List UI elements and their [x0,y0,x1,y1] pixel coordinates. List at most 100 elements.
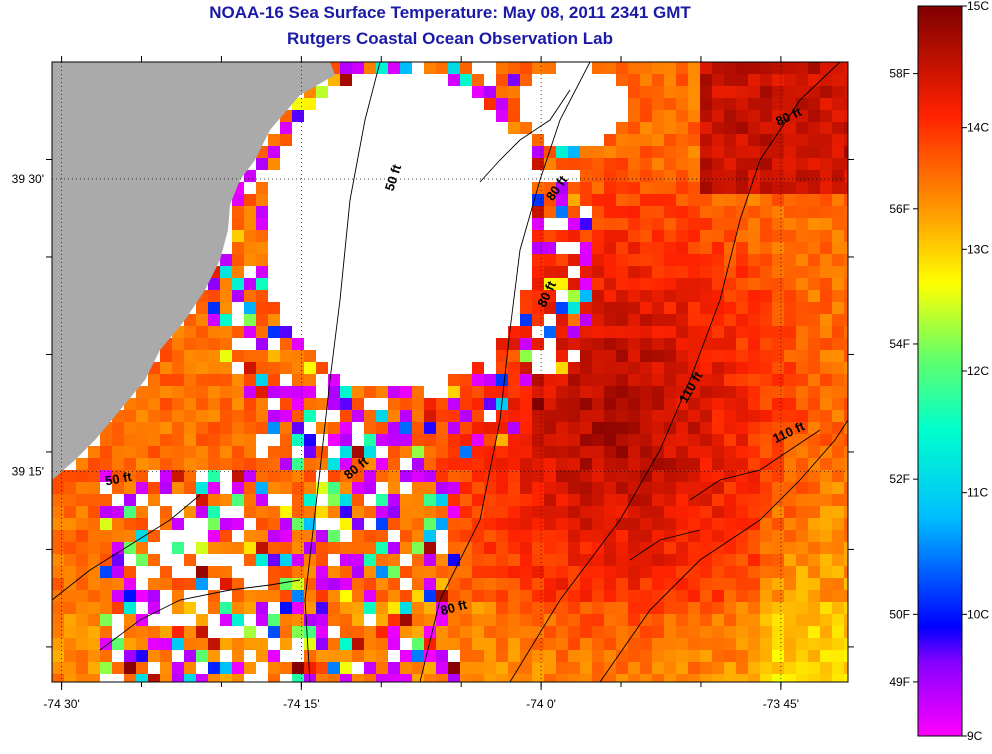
sst-cell [280,410,292,422]
sst-cell [844,374,848,386]
sst-cell [724,170,736,182]
sst-cell [724,74,736,86]
sst-cell [508,446,520,458]
sst-cell [124,530,136,542]
sst-cell [148,626,160,638]
sst-cell [220,338,232,350]
sst-cell [484,614,496,626]
sst-cell [580,362,592,374]
sst-cell [328,482,340,494]
sst-cell [364,506,376,518]
sst-cell [832,98,844,110]
sst-cell [172,374,184,386]
sst-cell [544,542,556,554]
sst-cell [664,674,676,682]
sst-cell [724,302,736,314]
sst-cell [160,662,172,674]
sst-cell [676,194,688,206]
sst-cell [640,410,652,422]
sst-cell [520,626,532,638]
sst-cell [760,602,772,614]
sst-cell [484,554,496,566]
sst-cell [808,494,820,506]
sst-cell [616,122,628,134]
sst-cell [700,578,712,590]
sst-cell [388,386,400,398]
sst-cell [640,602,652,614]
sst-cell [472,362,484,374]
sst-cell [568,662,580,674]
sst-cell [628,434,640,446]
sst-cell [64,554,76,566]
sst-cell [292,410,304,422]
sst-cell [124,638,136,650]
sst-cell [592,362,604,374]
sst-cell [820,446,832,458]
sst-cell [736,386,748,398]
sst-cell [808,542,820,554]
sst-cell [520,458,532,470]
sst-cell [820,530,832,542]
sst-cell [700,566,712,578]
sst-cell [604,506,616,518]
sst-cell [376,578,388,590]
sst-cell [508,422,520,434]
sst-cell [808,470,820,482]
sst-cell [340,494,352,506]
sst-cell [628,146,640,158]
sst-cell [676,98,688,110]
sst-cell [808,194,820,206]
sst-cell [820,638,832,650]
sst-cell [676,614,688,626]
sst-cell [544,578,556,590]
sst-cell [136,422,148,434]
sst-cell [724,362,736,374]
sst-cell [148,398,160,410]
sst-cell [484,542,496,554]
sst-cell [136,386,148,398]
sst-cell [64,590,76,602]
sst-cell [52,578,64,590]
sst-cell [148,494,160,506]
sst-cell [604,566,616,578]
sst-cell [724,290,736,302]
sst-cell [820,494,832,506]
colorbar-label-c: 15C [967,0,989,13]
sst-cell [556,434,568,446]
sst-cell [604,338,616,350]
sst-cell [664,158,676,170]
sst-cell [640,122,652,134]
sst-cell [628,410,640,422]
sst-cell [844,86,848,98]
sst-cell [820,386,832,398]
sst-cell [628,530,640,542]
sst-cell [832,122,844,134]
sst-cell [544,230,556,242]
depth-contour [52,494,201,601]
sst-cell [628,578,640,590]
sst-cell [112,506,124,518]
sst-cell [808,566,820,578]
sst-cell [724,218,736,230]
sst-cell [796,302,808,314]
sst-cell [580,158,592,170]
sst-cell [844,470,848,482]
sst-cell [208,590,220,602]
sst-cell [592,458,604,470]
sst-cell [472,482,484,494]
sst-cell [664,182,676,194]
sst-cell [256,542,268,554]
sst-cell [232,458,244,470]
sst-cell [832,158,844,170]
sst-cell [556,194,568,206]
sst-cell [664,422,676,434]
sst-cell [772,206,784,218]
sst-cell [160,674,172,682]
sst-cell [796,158,808,170]
sst-cell [220,290,232,302]
sst-cell [844,170,848,182]
sst-cell [532,470,544,482]
sst-cell [532,338,544,350]
sst-cell [592,290,604,302]
sst-cell [688,650,700,662]
